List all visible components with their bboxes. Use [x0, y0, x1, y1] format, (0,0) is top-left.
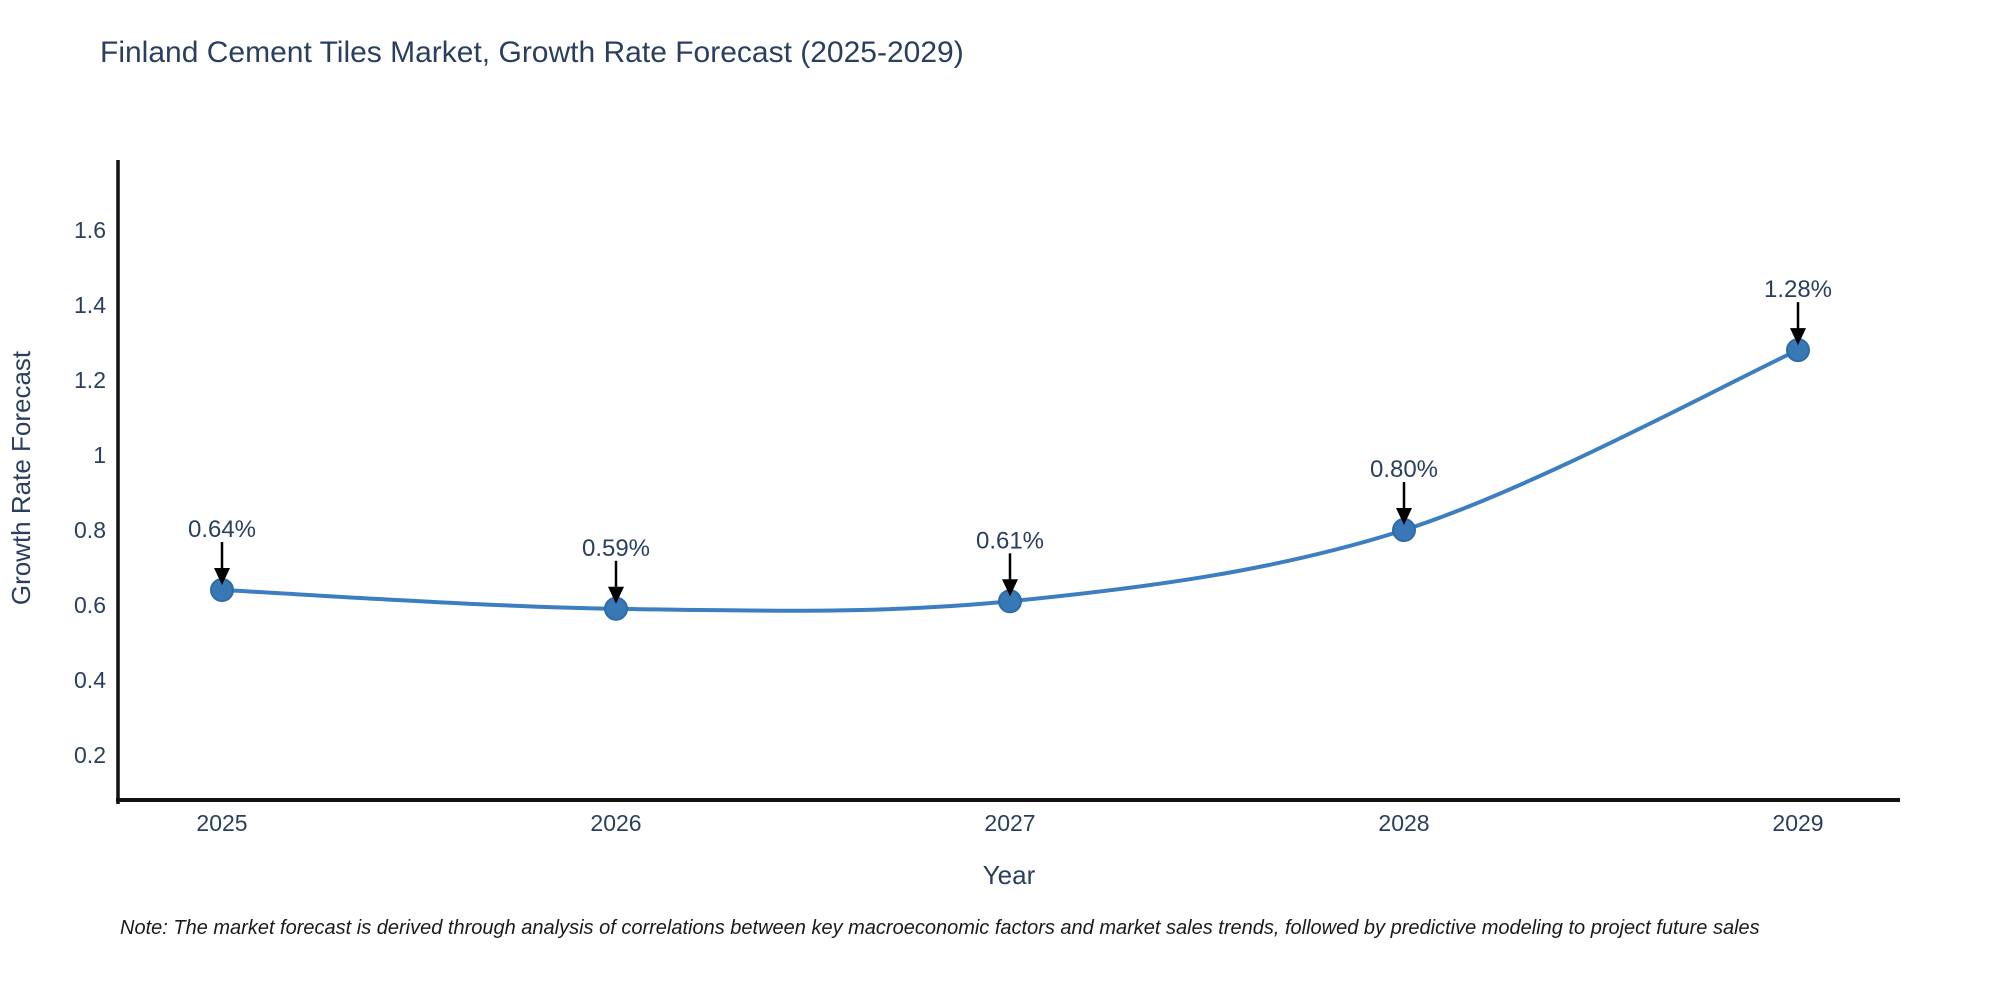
y-tick-label: 0.2 — [74, 742, 106, 768]
y-tick-label: 1.4 — [74, 292, 106, 318]
x-axis-tick-labels: 2025 2026 2027 2028 2029 — [196, 810, 1823, 836]
point-value-label: 0.61% — [976, 527, 1044, 554]
point-value-label: 1.28% — [1764, 276, 1832, 303]
axes — [116, 160, 1900, 804]
point-value-label: 0.80% — [1370, 456, 1438, 483]
x-tick-label: 2029 — [1772, 810, 1823, 836]
point-value-label: 0.64% — [188, 516, 256, 543]
annotation-arrowhead-icon — [1396, 508, 1412, 526]
y-tick-label: 1 — [93, 442, 106, 468]
point-annotations: 0.64% 0.59% 0.61% 0.80% 1.28% — [188, 276, 1832, 604]
y-tick-label: 0.4 — [74, 667, 106, 693]
x-tick-label: 2028 — [1378, 810, 1429, 836]
annotation-arrowhead-icon — [608, 586, 624, 604]
annotation-arrowhead-icon — [214, 568, 230, 586]
y-axis-title: Growth Rate Forecast — [6, 350, 36, 605]
data-series — [210, 338, 1810, 621]
y-tick-label: 1.2 — [74, 367, 106, 393]
chart-title: Finland Cement Tiles Market, Growth Rate… — [100, 36, 964, 69]
annotation-arrowhead-icon — [1002, 579, 1018, 597]
x-axis-title: Year — [983, 860, 1036, 890]
point-value-label: 0.59% — [582, 535, 650, 562]
y-axis-tick-labels: 0.2 0.4 0.6 0.8 1 1.2 1.4 1.6 — [74, 217, 106, 768]
x-tick-label: 2027 — [984, 810, 1035, 836]
x-tick-label: 2025 — [196, 810, 247, 836]
x-tick-label: 2026 — [590, 810, 641, 836]
footnote: Note: The market forecast is derived thr… — [120, 917, 1760, 939]
y-tick-label: 0.6 — [74, 592, 106, 618]
y-tick-label: 1.6 — [74, 217, 106, 243]
annotation-arrowhead-icon — [1790, 328, 1806, 346]
y-tick-label: 0.8 — [74, 517, 106, 543]
